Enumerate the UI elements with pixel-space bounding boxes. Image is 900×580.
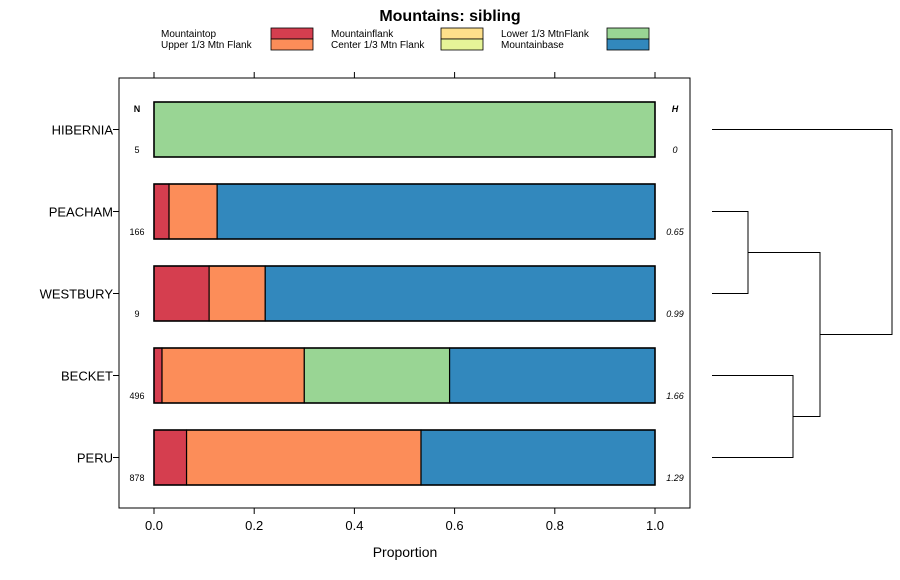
- x-axis: 0.0 0.2 0.4 0.6 0.8 1.0: [145, 72, 664, 533]
- bar-segment: [420, 429, 656, 486]
- bar-segment: [448, 347, 656, 404]
- category-label: PERU: [77, 451, 113, 466]
- bars: HIBERNIA 5 0 PEACHAM 166 0.65 WESTBURY 9 0.99 BEC…: [40, 101, 685, 486]
- legend-label: Mountainflank: [331, 29, 394, 40]
- bar-outline: [153, 101, 656, 158]
- legend-label: Center 1/3 Mtn Flank: [331, 40, 425, 51]
- x-axis-title: Proportion: [373, 544, 438, 560]
- x-tick-label: 0.2: [245, 518, 263, 533]
- x-tick-label: 0.0: [145, 518, 163, 533]
- category-label: BECKET: [61, 369, 113, 384]
- bar-outline: [153, 183, 656, 240]
- legend-swatch: [270, 38, 314, 51]
- category-label: WESTBURY: [40, 287, 114, 302]
- legend-swatch: [606, 38, 650, 51]
- bar-segment: [153, 429, 188, 486]
- bar-segment: [303, 347, 451, 404]
- h-value: 0: [672, 145, 677, 155]
- dendrogram-link: [712, 211, 749, 294]
- chart-title: Mountains: sibling: [379, 8, 520, 25]
- n-header: N: [134, 104, 141, 114]
- bar-segment: [161, 347, 305, 404]
- legend-swatch: [606, 27, 650, 40]
- x-tick-label: 0.6: [446, 518, 464, 533]
- bar-segment: [216, 183, 656, 240]
- h-value: 1.66: [666, 391, 684, 401]
- x-tick-label: 1.0: [646, 518, 664, 533]
- legend-label: Mountainbase: [501, 40, 564, 51]
- dendrogram: [712, 129, 893, 458]
- legend-swatch: [440, 27, 484, 40]
- h-value: 1.29: [666, 473, 684, 483]
- bar-outline: [153, 429, 656, 486]
- legend-label: Mountaintop: [161, 29, 216, 40]
- legend-swatch: [270, 27, 314, 40]
- x-tick-label: 0.8: [546, 518, 564, 533]
- n-value: 166: [129, 227, 144, 237]
- legend-label: Lower 1/3 MtnFlank: [501, 29, 590, 40]
- category-label: PEACHAM: [49, 205, 113, 220]
- n-value: 496: [129, 391, 144, 401]
- h-value: 0.65: [666, 227, 685, 237]
- legend-swatch: [440, 38, 484, 51]
- dendrogram-link: [712, 129, 893, 335]
- h-header: H: [672, 104, 679, 114]
- bar-outline: [153, 265, 656, 322]
- bar-segment: [168, 183, 218, 240]
- bar-segment: [153, 347, 163, 404]
- n-value: 9: [134, 309, 139, 319]
- bar-segment: [153, 265, 210, 322]
- bar-outline: [153, 347, 656, 404]
- bar-segment: [208, 265, 266, 322]
- bar-segment: [185, 429, 422, 486]
- legend-label: Upper 1/3 Mtn Flank: [161, 40, 253, 51]
- dendrogram-link: [712, 375, 794, 458]
- bar-segment: [153, 101, 656, 158]
- h-value: 0.99: [666, 309, 684, 319]
- n-value: 5: [134, 145, 139, 155]
- bar-segment: [153, 183, 170, 240]
- category-label: HIBERNIA: [52, 123, 114, 138]
- x-tick-label: 0.4: [345, 518, 363, 533]
- n-value: 878: [129, 473, 144, 483]
- bar-segment: [264, 265, 656, 322]
- dendrogram-link: [748, 252, 821, 417]
